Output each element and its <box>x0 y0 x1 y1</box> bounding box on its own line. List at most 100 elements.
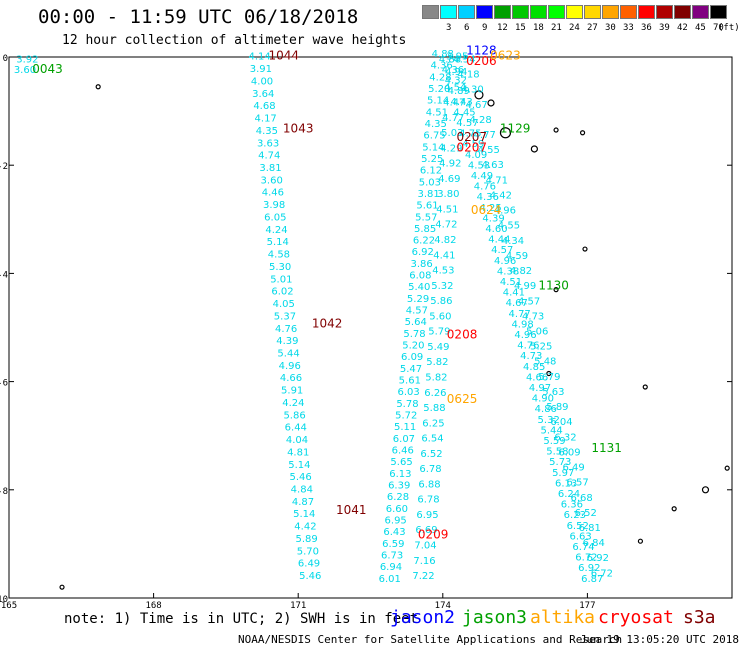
wave-height-value: 6.36 <box>561 500 583 511</box>
wave-height-value: 4.60 <box>485 224 507 235</box>
wave-height-value: 4.98 <box>511 319 533 330</box>
wave-height-value: 5.47 <box>400 364 422 375</box>
wave-height-value: 5.48 <box>534 357 556 368</box>
island-outline <box>530 145 538 153</box>
island-outline <box>642 384 648 390</box>
legend-label: 24 <box>569 23 580 33</box>
wave-height-value: 3.98 <box>263 200 285 211</box>
legend-swatch <box>440 5 457 19</box>
island-outline <box>582 246 588 252</box>
wave-height-value: 4.85 <box>523 362 545 373</box>
wave-height-value: 6.87 <box>581 574 603 585</box>
wave-height-value: 5.70 <box>297 546 319 557</box>
wave-height-value: 4.86 <box>535 404 557 415</box>
wave-height-value: 6.08 <box>409 271 431 282</box>
generation-timestamp: Jun 19 13:05:20 UTC 2018 <box>580 633 739 646</box>
island-outline <box>474 90 484 100</box>
wave-height-value: 6.26 <box>424 388 446 399</box>
wave-height-value: 5.82 <box>425 372 447 383</box>
legend-label: 12 <box>497 23 508 33</box>
wave-height-value: 6.09 <box>558 447 580 458</box>
wave-height-value: 4.82 <box>510 266 532 277</box>
wave-height-value: 6.44 <box>285 423 307 434</box>
wave-height-value: 7.04 <box>414 541 436 552</box>
wave-height-value: 5.49 <box>427 342 449 353</box>
wave-height-value: 4.58 <box>268 250 290 261</box>
wave-height-value: 4.99 <box>514 281 536 292</box>
pass-time-label: 0207 <box>456 130 487 144</box>
wave-height-value: 4.14 <box>249 52 271 63</box>
page-subtitle: 12 hour collection of altimeter wave hei… <box>62 33 407 48</box>
wave-height-value: 3.60 <box>261 175 283 186</box>
wave-height-value: 4.90 <box>532 394 554 405</box>
wave-height-value: 3.86 <box>410 259 432 270</box>
wave-height-value: 4.35 <box>256 126 278 137</box>
lat-label: -10 <box>0 595 8 605</box>
wave-height-value: 4.35 <box>425 119 447 130</box>
wave-height-value: 5.88 <box>423 403 445 414</box>
wave-height-value: 6.78 <box>419 464 441 475</box>
wave-height-value: 5.86 <box>283 410 305 421</box>
wave-height-value: 6.24 <box>558 489 580 500</box>
wave-height-value: 4.57 <box>518 296 540 307</box>
wave-height-value: 4.24 <box>265 225 287 236</box>
wave-height-value: 5.46 <box>299 571 321 582</box>
wave-height-value: 5.72 <box>395 411 417 422</box>
wave-height-value: 5.89 <box>296 534 318 545</box>
wave-height-value: 4.71 <box>486 175 508 186</box>
wave-height-value: 7.22 <box>412 571 434 582</box>
wave-height-value: 4.69 <box>438 174 460 185</box>
legend-swatch <box>638 5 655 19</box>
wave-height-value: 5.14 <box>267 237 289 248</box>
wave-height-value: 3.80 <box>437 189 459 200</box>
wave-height-value: 6.52 <box>420 449 442 460</box>
wave-height-value: 4.34 <box>502 236 524 247</box>
wave-height-value: 5.60 <box>429 311 451 322</box>
wave-height-value: 5.14 <box>293 509 315 520</box>
wave-height-value: 4.88 <box>432 49 454 60</box>
island-outline <box>499 127 512 139</box>
wave-height-value: 3.81 <box>418 189 440 200</box>
lon-label: 165 <box>1 601 17 611</box>
wave-height-value: 6.28 <box>387 492 409 503</box>
wave-height-value: 5.20 <box>402 341 424 352</box>
wave-height-value: 6.81 <box>579 523 601 534</box>
legend-unit: (ft) <box>718 23 740 33</box>
wave-height-value: 4.42 <box>490 190 512 201</box>
wave-height-value: 5.44 <box>540 425 562 436</box>
wave-height-value: 4.25 <box>480 203 502 214</box>
wave-height-value: 3.92 <box>16 54 38 65</box>
wave-height-value: 6.09 <box>401 352 423 363</box>
pass-time-label: 1043 <box>283 122 314 136</box>
wave-height-value: 3.64 <box>252 89 274 100</box>
pass-time-label: 0208 <box>447 327 478 341</box>
wave-height-value: 6.54 <box>421 434 443 445</box>
wave-height-value: 6.13 <box>389 469 411 480</box>
wave-height-value: 7.16 <box>413 556 435 567</box>
lat-label: -8 <box>0 487 8 497</box>
wave-height-value: 4.96 <box>514 330 536 341</box>
wave-height-value: 4.54 <box>453 54 475 65</box>
legend-swatch <box>620 5 637 19</box>
wave-height-value: 4.77 <box>442 113 464 124</box>
wave-height-value: 5.01 <box>270 274 292 285</box>
pass-time-label: 1131 <box>591 441 622 455</box>
wave-height-value: 5.06 <box>526 327 548 338</box>
wave-height-value: 6.23 <box>564 510 586 521</box>
wave-height-value: 4.81 <box>287 447 309 458</box>
wave-height-value: 4.57 <box>491 245 513 256</box>
wave-height-value: 6.22 <box>413 236 435 247</box>
wave-height-value: 5.85 <box>414 224 436 235</box>
wave-height-value: 4.30 <box>461 85 483 96</box>
pass-time-label: 1130 <box>538 279 569 293</box>
footer-note: note: 1) Time is in UTC; 2) SWH is in fe… <box>64 611 419 627</box>
legend-label: 3 <box>446 23 452 33</box>
wave-height-value: 5.73 <box>549 457 571 468</box>
wave-height-value: 5.03 <box>419 177 441 188</box>
legend-label: 45 <box>695 23 706 33</box>
wave-height-value: 4.55 <box>478 145 500 156</box>
wave-height-value: 6.25 <box>422 418 444 429</box>
wave-height-value: 4.76 <box>275 324 297 335</box>
